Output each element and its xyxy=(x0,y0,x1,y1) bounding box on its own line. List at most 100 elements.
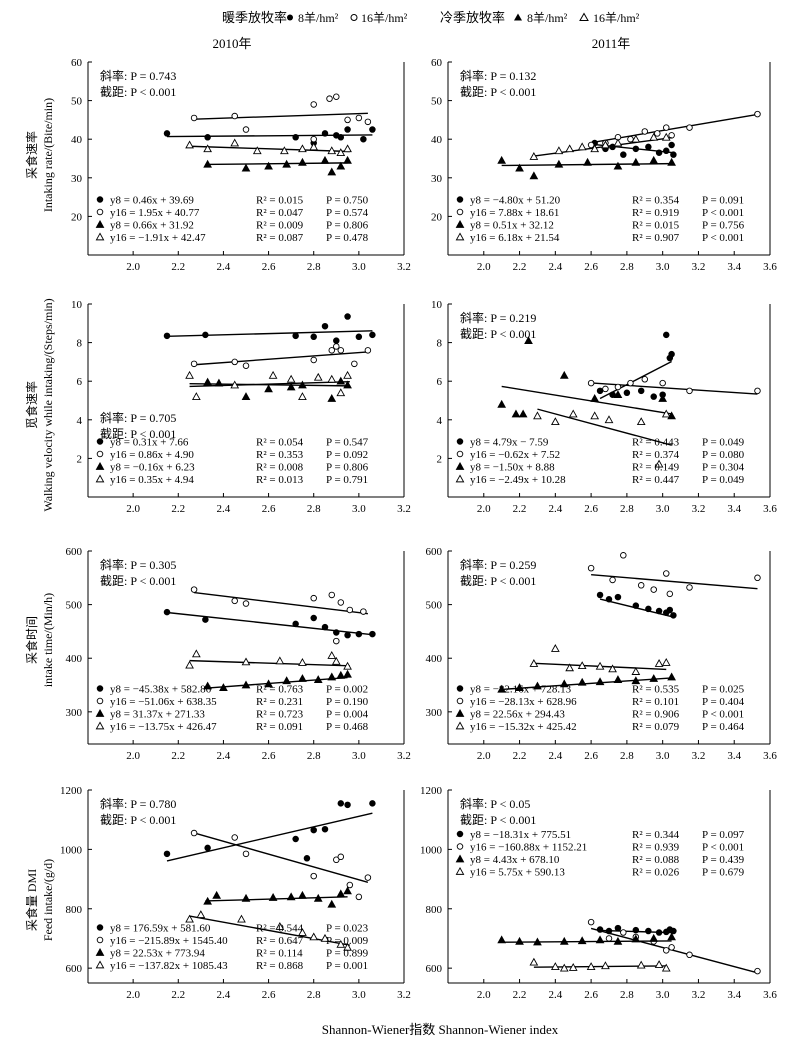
data-point xyxy=(163,608,171,616)
y-tick-label: 2 xyxy=(437,453,443,465)
data-point xyxy=(515,163,524,172)
series-y16c xyxy=(185,649,352,670)
data-point xyxy=(303,855,311,862)
x-tick-label: 2.4 xyxy=(548,261,562,273)
data-point xyxy=(655,607,663,615)
x-tick-label: 3.2 xyxy=(397,503,411,515)
y-tick-label: 50 xyxy=(71,96,83,108)
data-point xyxy=(343,661,352,670)
y-tick-label: 400 xyxy=(66,653,83,665)
x-tick-label: 2.4 xyxy=(217,989,231,1001)
data-point xyxy=(310,333,317,341)
x-tick-label: 3.6 xyxy=(763,503,777,515)
r-squared: R² = 0.353 xyxy=(256,449,304,461)
data-point xyxy=(204,134,211,141)
fit-line xyxy=(194,591,368,615)
data-point xyxy=(654,659,664,667)
data-point xyxy=(196,910,206,919)
p-value: P = 0.756 xyxy=(702,220,745,232)
p-value: P = 0.023 xyxy=(326,923,369,935)
data-point xyxy=(659,379,666,387)
r-squared: R² = 0.544 xyxy=(256,923,304,935)
y-tick-label: 30 xyxy=(431,173,443,185)
p-value: P = 0.001 xyxy=(326,960,368,972)
data-point xyxy=(190,114,198,122)
y-tick-label: 800 xyxy=(66,904,83,916)
data-point xyxy=(185,914,194,923)
data-point xyxy=(191,392,201,400)
data-point xyxy=(241,163,251,172)
data-point xyxy=(559,370,569,379)
data-point xyxy=(518,409,528,418)
data-point xyxy=(190,360,198,368)
fit-line xyxy=(189,145,350,153)
column-title-2010: 2010年 xyxy=(212,36,251,51)
data-point xyxy=(337,853,345,861)
series-y8c xyxy=(497,932,676,946)
r-squared: R² = 0.087 xyxy=(256,232,304,244)
data-point xyxy=(241,893,251,902)
data-point xyxy=(529,171,539,180)
data-point xyxy=(596,591,604,599)
y-tick-label: 600 xyxy=(66,546,83,558)
data-point xyxy=(529,152,539,160)
stats-legend-marker xyxy=(455,721,465,730)
data-point xyxy=(670,612,677,619)
x-tick-label: 2.8 xyxy=(620,503,634,515)
series-y8 xyxy=(596,924,677,936)
data-point xyxy=(605,935,613,942)
data-point xyxy=(550,962,560,970)
stats-legend-marker xyxy=(456,438,464,445)
data-point xyxy=(286,892,296,901)
data-point xyxy=(636,960,646,969)
regression-equation: y16 = −15.32x + 425.42 xyxy=(470,721,577,733)
r-squared: R² = 0.101 xyxy=(632,696,679,708)
x-tick-label: 2.8 xyxy=(620,261,634,273)
series-y16c xyxy=(529,644,671,675)
data-point xyxy=(620,929,627,936)
data-point xyxy=(666,606,674,614)
data-point xyxy=(515,936,524,945)
data-point xyxy=(565,144,575,153)
regression-equation: y8 = 0.31x + 7.66 xyxy=(110,437,189,449)
data-point xyxy=(203,144,212,153)
fit-line xyxy=(537,408,672,446)
r-squared: R² = 0.919 xyxy=(632,207,680,219)
x-tick-label: 3.4 xyxy=(727,989,741,1001)
data-point xyxy=(497,155,507,164)
data-point xyxy=(333,856,340,864)
data-point xyxy=(204,844,211,852)
p-value: P = 0.091 xyxy=(702,195,744,207)
data-point xyxy=(637,582,645,589)
series-y8c xyxy=(203,669,352,692)
data-point xyxy=(614,924,622,932)
x-tick-label: 2.6 xyxy=(584,989,598,1001)
series-y16c xyxy=(185,910,352,951)
x-tick-label: 2.4 xyxy=(217,503,231,515)
data-point xyxy=(364,347,372,354)
data-point xyxy=(327,394,337,402)
r-squared: R² = 0.013 xyxy=(256,474,304,486)
data-point xyxy=(666,590,674,598)
data-point xyxy=(631,676,641,685)
chart-panel-time-2010: 2.0 2.2 2.4 2.6 2.8 3.0 3.2 300 400 500 600 斜率: P =… xyxy=(66,546,411,762)
data-point xyxy=(369,126,376,133)
y-tick-label: 600 xyxy=(426,546,443,558)
intercept-annotation: 截距: P < 0.001 xyxy=(100,85,176,99)
y-tick-label: 1200 xyxy=(420,785,443,797)
y-tick-label: 300 xyxy=(66,707,83,719)
r-squared: R² = 0.447 xyxy=(632,474,680,486)
data-point xyxy=(590,411,600,420)
data-point xyxy=(655,929,663,936)
data-point xyxy=(346,606,354,614)
intercept-annotation: 截距: P < 0.001 xyxy=(100,574,176,588)
y-axis-title-row-3: 采食时间 intake time/(Min/h) xyxy=(24,593,55,687)
data-point xyxy=(298,380,307,389)
data-point xyxy=(632,145,640,153)
x-tick-label: 3.4 xyxy=(727,750,741,762)
data-point xyxy=(298,144,307,153)
data-point xyxy=(662,124,670,131)
x-tick-label: 2.6 xyxy=(584,750,598,762)
data-point xyxy=(369,630,376,638)
data-point xyxy=(203,681,212,690)
